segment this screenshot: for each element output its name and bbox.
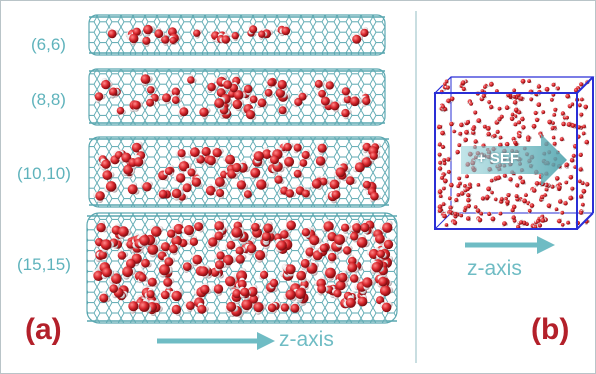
z-axis-label-a: z-axis bbox=[279, 328, 334, 351]
water-molecules-6-6 bbox=[107, 24, 369, 47]
nanotube-8-8 bbox=[88, 68, 386, 126]
z-axis-label-b: z-axis bbox=[467, 257, 522, 280]
chirality-label-6-6: (6,6) bbox=[31, 35, 66, 54]
chirality-label-15-15: (15,15) bbox=[17, 255, 71, 274]
nanotube-15-15 bbox=[86, 212, 398, 324]
chirality-label-10-10: (10,10) bbox=[17, 164, 71, 183]
z-axis-arrow-b bbox=[465, 236, 555, 254]
sef-arrow bbox=[461, 134, 567, 186]
chirality-label-8-8: (8,8) bbox=[31, 90, 66, 109]
nanotube-10-10 bbox=[88, 136, 390, 208]
water-molecules-15-15 bbox=[92, 218, 394, 318]
nanotube-6-6 bbox=[88, 14, 386, 56]
sef-label: + SEF bbox=[477, 150, 520, 167]
panel-label-a: (a) bbox=[25, 313, 62, 346]
water-molecules-10-10 bbox=[93, 141, 381, 204]
panel-label-b: (b) bbox=[531, 313, 570, 346]
water-molecules-8-8 bbox=[94, 74, 371, 121]
z-axis-arrow-a bbox=[157, 332, 275, 350]
